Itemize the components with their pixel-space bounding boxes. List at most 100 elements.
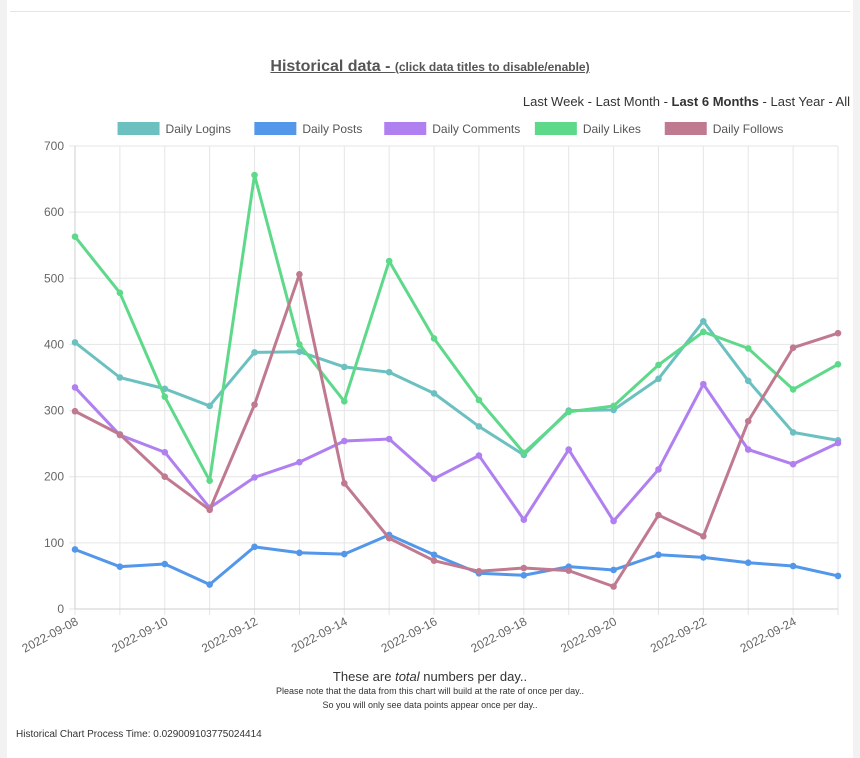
legend-item-daily-comments[interactable]: Daily Comments — [384, 122, 520, 136]
range-option-last-6-months[interactable]: Last 6 Months — [671, 94, 759, 109]
y-tick-label: 400 — [44, 337, 64, 351]
data-point — [834, 329, 842, 337]
data-point — [340, 363, 348, 371]
data-point — [700, 317, 707, 325]
legend-swatch — [534, 122, 577, 135]
data-point — [700, 328, 707, 336]
data-point — [610, 566, 617, 574]
series-daily-follows — [71, 271, 842, 590]
chart-caption: These are total numbers per day.. — [0, 669, 860, 684]
series-daily-likes — [71, 171, 842, 484]
heading-hint: (click data titles to disable/enable) — [394, 60, 590, 74]
data-point — [834, 572, 842, 580]
legend-item-daily-likes[interactable]: Daily Likes — [534, 122, 641, 136]
legend-item-daily-logins[interactable]: Daily Logins — [117, 122, 231, 136]
data-point — [700, 532, 707, 540]
data-point — [475, 567, 483, 575]
data-point — [385, 257, 393, 265]
data-point — [71, 546, 79, 553]
data-point — [71, 384, 79, 391]
series-daily-logins — [71, 317, 842, 459]
data-point — [834, 439, 842, 447]
data-point — [251, 401, 258, 408]
data-point — [340, 398, 348, 405]
data-point — [71, 233, 79, 240]
data-point — [655, 361, 662, 369]
series-line-daily-follows — [74, 272, 839, 589]
series-line-daily-comments — [73, 382, 839, 523]
legend-label: Daily Follows — [713, 122, 784, 136]
data-point — [475, 396, 483, 404]
legend-label: Daily Posts — [302, 122, 362, 136]
data-point — [206, 581, 213, 588]
legend-swatch — [254, 122, 297, 135]
data-point — [430, 390, 438, 397]
data-point — [161, 393, 169, 400]
data-point — [655, 375, 662, 383]
heading-title: Historical data - — [270, 58, 395, 75]
range-option-last-year[interactable]: Last Year — [770, 94, 825, 109]
data-point — [520, 564, 528, 572]
data-point — [744, 417, 752, 425]
x-tick-label: 2022-09-18 — [468, 614, 529, 655]
caption-after: numbers per day.. — [419, 669, 528, 684]
chart-heading: Historical data - (click data titles to … — [0, 58, 860, 76]
data-point — [116, 289, 124, 297]
range-option-all[interactable]: All — [835, 94, 850, 109]
series-daily-posts — [71, 531, 842, 588]
data-point — [385, 435, 393, 443]
range-separator: - — [584, 94, 596, 109]
x-tick-label: 2022-09-24 — [738, 614, 799, 655]
legend-swatch — [664, 122, 707, 135]
data-point — [161, 448, 169, 456]
y-tick-label: 100 — [44, 536, 64, 550]
range-separator: - — [824, 94, 836, 109]
data-point — [251, 171, 258, 179]
series-line-daily-posts — [74, 533, 839, 587]
data-point — [430, 557, 438, 565]
y-tick-label: 500 — [44, 271, 64, 285]
data-point — [655, 466, 662, 473]
data-point — [71, 339, 79, 346]
data-point — [296, 348, 303, 356]
x-axis-ticks: 2022-09-08 2022-09-10 2022-09-12 2022-09-14… — [20, 614, 799, 655]
x-tick-label: 2022-09-10 — [109, 614, 170, 655]
data-point — [789, 344, 797, 352]
data-point — [340, 480, 348, 487]
range-option-last-week[interactable]: Last Week — [522, 94, 585, 109]
legend-swatch — [384, 122, 427, 135]
data-point — [520, 516, 528, 524]
data-point — [565, 446, 573, 453]
data-point — [251, 543, 258, 551]
data-point — [116, 374, 124, 381]
data-point — [251, 474, 258, 481]
caption-emphasis: total — [395, 669, 420, 684]
data-point — [610, 517, 617, 525]
data-point — [296, 271, 303, 278]
data-point — [296, 341, 303, 348]
data-point — [475, 423, 483, 430]
time-range-selector: Last Week - Last Month - Last 6 Months -… — [523, 94, 850, 109]
data-point — [385, 368, 393, 376]
legend-swatch — [117, 122, 160, 135]
data-point — [655, 511, 662, 519]
legend-item-daily-posts[interactable]: Daily Posts — [254, 122, 362, 136]
data-point — [430, 551, 438, 559]
caption-before: These are — [332, 669, 396, 684]
data-point — [206, 506, 213, 514]
top-divider — [10, 11, 850, 12]
data-point — [296, 458, 303, 466]
data-point — [789, 429, 797, 436]
data-point — [744, 446, 752, 453]
data-point — [116, 431, 124, 438]
data-point — [116, 563, 124, 570]
data-point — [206, 477, 213, 484]
y-tick-label: 300 — [44, 404, 64, 418]
y-tick-label: 0 — [57, 602, 64, 616]
data-point — [340, 550, 348, 558]
legend-item-daily-follows[interactable]: Daily Follows — [664, 122, 784, 136]
x-tick-label: 2022-09-08 — [20, 614, 81, 655]
range-option-last-month[interactable]: Last Month — [595, 94, 660, 109]
legend-label: Daily Likes — [583, 122, 641, 136]
